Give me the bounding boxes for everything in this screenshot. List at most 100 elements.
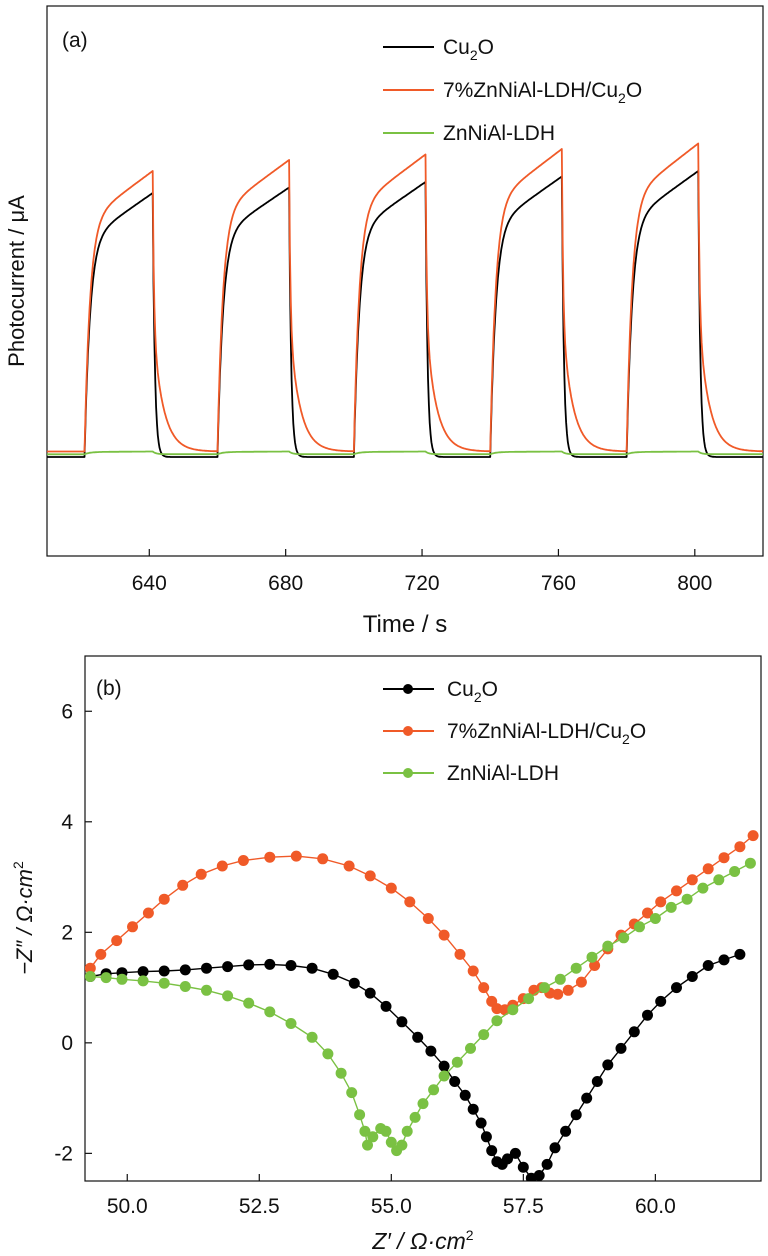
panel-b-data-point	[507, 1004, 519, 1016]
panel-b-data-point	[100, 972, 112, 984]
panel-b-data-point	[422, 913, 434, 924]
panel-b-data-point	[137, 966, 149, 978]
panel-b-y-axis-label: −Z″ / Ω·cm2	[10, 861, 37, 975]
panel-b-data-point	[425, 1045, 437, 1057]
panel-b-data-point	[285, 1018, 297, 1029]
panel-b-data-point	[438, 1070, 450, 1082]
panel-b-data-point	[478, 982, 490, 994]
panel-b-data-point	[575, 976, 587, 988]
panel-b-data-point	[306, 962, 318, 974]
panel-b-data-point	[201, 984, 212, 996]
panel-b-data-point	[317, 853, 329, 865]
panel-b-frame	[84, 655, 762, 1182]
panel-b-data-point	[306, 1031, 318, 1043]
panel-b-data-point	[409, 1111, 421, 1123]
panel-b-data-point	[649, 913, 661, 924]
panel-b-data-point	[346, 1087, 358, 1099]
panel-b-data-point	[549, 1142, 561, 1154]
panel-b-data-point	[348, 977, 360, 989]
panel-b-data-point	[533, 1170, 545, 1181]
panel-a-legend: Cu2O 7%ZnNiAl-LDH/Cu2O ZnNiAl-LDH	[383, 36, 642, 145]
panel-b-data-point	[581, 1092, 593, 1104]
legend-a-label-ldh: ZnNiAl-LDH	[443, 122, 555, 145]
panel-b-data-point	[517, 1161, 529, 1173]
panel-b-data-point	[396, 1016, 408, 1028]
panel-b-data-point	[264, 851, 276, 863]
panel-b-data-point	[385, 1136, 397, 1148]
panel-b-data-point	[671, 885, 682, 897]
panel-b-data-point	[655, 896, 667, 908]
panel-b-data-point	[222, 990, 234, 1002]
panel-b-data-point	[681, 893, 693, 905]
panel-b-data-point	[602, 940, 614, 952]
legend-b-marker-composite	[403, 726, 413, 736]
panel-b-data-point	[127, 921, 138, 933]
panel-b-plot-area	[85, 830, 759, 1181]
panel-a-x-tick-label: 800	[677, 572, 712, 595]
panel-b-data-point	[618, 932, 630, 944]
panel-b-chart: (b) 50.0 52.5 55.0 57.5 60.0 -2 0 2 4 6 Cu2O 7%Zn…	[10, 655, 762, 1254]
panel-b-data-point	[541, 1158, 553, 1170]
panel-a-series-line-2	[47, 450, 763, 456]
panel-b-data-point	[552, 988, 564, 1000]
panel-b-data-point	[634, 921, 645, 933]
panel-b-y-tick-label: -2	[54, 1142, 73, 1165]
panel-b-x-tick-label: 60.0	[635, 1195, 676, 1218]
panel-a-series-line-1	[47, 142, 764, 453]
panel-b-data-point	[734, 841, 746, 853]
panel-b-data-point	[380, 1125, 392, 1137]
panel-b-data-point	[364, 987, 376, 999]
panel-b-data-point	[137, 975, 149, 987]
panel-b-data-point	[285, 960, 297, 971]
panel-b-data-point	[85, 962, 96, 974]
legend-b-label-ldh: ZnNiAl-LDH	[447, 762, 559, 785]
panel-a-x-ticks: 640 680 720 760 800	[132, 549, 712, 595]
panel-a-x-tick-label: 760	[541, 572, 576, 595]
panel-b-data-point	[554, 973, 566, 985]
panel-b-x-tick-label: 55.0	[371, 1195, 412, 1218]
legend-b-marker-ldh	[403, 768, 413, 778]
panel-b-data-point	[560, 1125, 572, 1137]
panel-b-data-point	[158, 965, 170, 977]
panel-b-data-point	[465, 1042, 476, 1054]
panel-b-data-point	[502, 1153, 513, 1165]
panel-a-series	[47, 142, 764, 458]
panel-b-data-point	[359, 1125, 371, 1137]
panel-b-data-point	[264, 1006, 276, 1018]
panel-a-label: (a)	[62, 29, 88, 52]
panel-b-data-point	[655, 995, 667, 1007]
panel-b-data-point	[591, 1076, 603, 1087]
panel-b-data-point	[642, 1009, 653, 1021]
panel-b-data-point	[367, 1131, 379, 1143]
panel-b-data-point	[744, 857, 756, 869]
panel-b-data-point	[438, 929, 450, 941]
panel-b-ticks: 50.0 52.5 55.0 57.5 60.0 -2 0 2 4 6	[54, 700, 676, 1218]
panel-b-data-point	[467, 1103, 479, 1115]
panel-b-data-point	[327, 968, 339, 980]
panel-b-data-point	[642, 907, 653, 919]
panel-b-data-point	[142, 907, 154, 919]
panel-a-y-axis-label: Photocurrent / μA	[4, 195, 29, 367]
panel-b-data-point	[454, 948, 466, 960]
panel-b-data-point	[158, 977, 170, 989]
panel-b-data-point	[486, 1145, 498, 1157]
panel-b-label: (b)	[96, 677, 122, 700]
panel-b-data-point	[480, 1131, 492, 1143]
panel-b-data-point	[404, 896, 416, 908]
panel-b-legend: Cu2O 7%ZnNiAl-LDH/Cu2O ZnNiAl-LDH	[383, 678, 646, 785]
panel-b-x-tick-label: 50.0	[107, 1195, 148, 1218]
panel-b-data-point	[713, 874, 725, 886]
panel-b-data-point	[243, 997, 255, 1009]
panel-b-data-point	[264, 958, 276, 970]
panel-b-data-point	[509, 1147, 521, 1159]
panel-b-y-tick-label: 2	[61, 921, 73, 944]
panel-b-data-point	[364, 870, 376, 882]
legend-a-label-cu2o: Cu2O	[443, 36, 494, 63]
panel-b-data-point	[201, 962, 212, 974]
panel-a-x-tick-label: 720	[405, 572, 440, 595]
panel-b-data-point	[665, 901, 677, 913]
panel-b-data-point	[734, 948, 746, 960]
panel-a-x-tick-label: 640	[132, 572, 167, 595]
panel-b-series	[85, 830, 759, 1181]
